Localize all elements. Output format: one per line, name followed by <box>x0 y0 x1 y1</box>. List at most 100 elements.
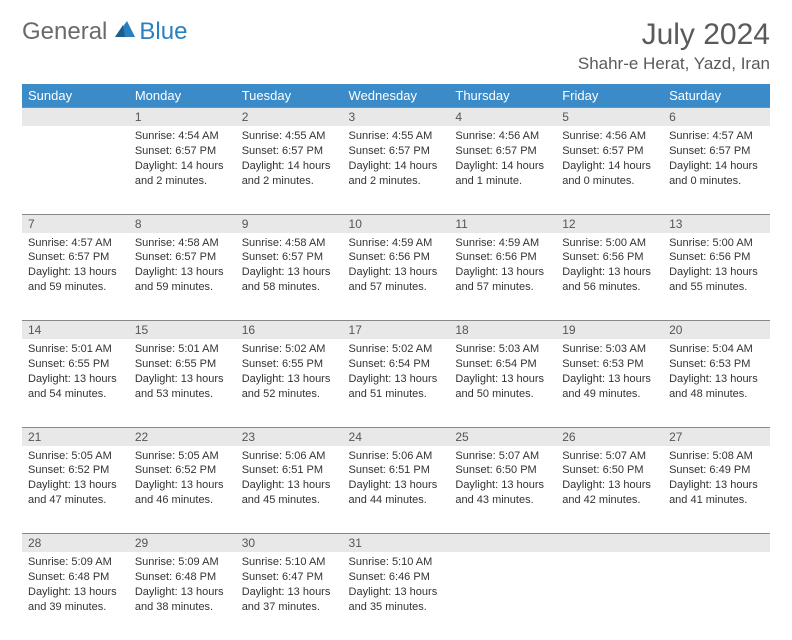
day-content-cell: Sunrise: 4:56 AMSunset: 6:57 PMDaylight:… <box>449 126 556 214</box>
day-number-cell: 25 <box>449 427 556 446</box>
day-content-cell: Sunrise: 5:05 AMSunset: 6:52 PMDaylight:… <box>22 446 129 534</box>
daylight-line: Daylight: 13 hours and 56 minutes. <box>562 265 657 295</box>
sunrise-line: Sunrise: 5:02 AM <box>242 342 337 357</box>
day-number-cell: 17 <box>343 321 450 340</box>
daynum-row: 78910111213 <box>22 214 770 233</box>
day-content-cell: Sunrise: 5:03 AMSunset: 6:54 PMDaylight:… <box>449 339 556 427</box>
daylight-line: Daylight: 13 hours and 43 minutes. <box>455 478 550 508</box>
day-content-cell <box>449 552 556 640</box>
weekday-header: Monday <box>129 84 236 108</box>
day-content-cell: Sunrise: 4:54 AMSunset: 6:57 PMDaylight:… <box>129 126 236 214</box>
weekday-header: Thursday <box>449 84 556 108</box>
sunrise-line: Sunrise: 5:05 AM <box>28 449 123 464</box>
day-number-cell: 16 <box>236 321 343 340</box>
day-content-cell: Sunrise: 5:10 AMSunset: 6:47 PMDaylight:… <box>236 552 343 640</box>
daylight-line: Daylight: 13 hours and 54 minutes. <box>28 372 123 402</box>
sunrise-line: Sunrise: 5:00 AM <box>562 236 657 251</box>
day-content-cell: Sunrise: 4:56 AMSunset: 6:57 PMDaylight:… <box>556 126 663 214</box>
sunrise-line: Sunrise: 4:57 AM <box>28 236 123 251</box>
day-number-cell <box>556 534 663 553</box>
sunset-line: Sunset: 6:56 PM <box>669 250 764 265</box>
day-number-cell: 18 <box>449 321 556 340</box>
sunrise-line: Sunrise: 4:59 AM <box>455 236 550 251</box>
daylight-line: Daylight: 14 hours and 2 minutes. <box>135 159 230 189</box>
content-row: Sunrise: 5:01 AMSunset: 6:55 PMDaylight:… <box>22 339 770 427</box>
day-number-cell: 5 <box>556 108 663 127</box>
sunset-line: Sunset: 6:57 PM <box>242 144 337 159</box>
day-number-cell <box>663 534 770 553</box>
day-content-cell: Sunrise: 4:55 AMSunset: 6:57 PMDaylight:… <box>343 126 450 214</box>
day-content-cell: Sunrise: 5:06 AMSunset: 6:51 PMDaylight:… <box>236 446 343 534</box>
sunset-line: Sunset: 6:49 PM <box>669 463 764 478</box>
sunset-line: Sunset: 6:53 PM <box>562 357 657 372</box>
brand-part1: General <box>22 18 107 46</box>
sunrise-line: Sunrise: 5:01 AM <box>28 342 123 357</box>
day-number-cell: 12 <box>556 214 663 233</box>
daylight-line: Daylight: 13 hours and 55 minutes. <box>669 265 764 295</box>
day-number-cell: 20 <box>663 321 770 340</box>
daylight-line: Daylight: 14 hours and 0 minutes. <box>669 159 764 189</box>
day-number-cell: 19 <box>556 321 663 340</box>
day-number-cell: 28 <box>22 534 129 553</box>
day-content-cell: Sunrise: 5:00 AMSunset: 6:56 PMDaylight:… <box>556 233 663 321</box>
day-number-cell: 23 <box>236 427 343 446</box>
sunset-line: Sunset: 6:55 PM <box>28 357 123 372</box>
day-number-cell: 21 <box>22 427 129 446</box>
day-number-cell: 1 <box>129 108 236 127</box>
sunrise-line: Sunrise: 5:06 AM <box>242 449 337 464</box>
daylight-line: Daylight: 14 hours and 2 minutes. <box>349 159 444 189</box>
daylight-line: Daylight: 13 hours and 50 minutes. <box>455 372 550 402</box>
daylight-line: Daylight: 13 hours and 37 minutes. <box>242 585 337 615</box>
sunrise-line: Sunrise: 4:55 AM <box>242 129 337 144</box>
day-number-cell: 6 <box>663 108 770 127</box>
day-content-cell: Sunrise: 5:09 AMSunset: 6:48 PMDaylight:… <box>22 552 129 640</box>
sunrise-line: Sunrise: 4:57 AM <box>669 129 764 144</box>
day-number-cell: 30 <box>236 534 343 553</box>
sunrise-line: Sunrise: 5:10 AM <box>242 555 337 570</box>
daylight-line: Daylight: 13 hours and 47 minutes. <box>28 478 123 508</box>
day-content-cell: Sunrise: 5:07 AMSunset: 6:50 PMDaylight:… <box>556 446 663 534</box>
sunrise-line: Sunrise: 5:09 AM <box>28 555 123 570</box>
day-content-cell: Sunrise: 5:01 AMSunset: 6:55 PMDaylight:… <box>22 339 129 427</box>
sunrise-line: Sunrise: 5:08 AM <box>669 449 764 464</box>
day-number-cell: 3 <box>343 108 450 127</box>
sunrise-line: Sunrise: 5:03 AM <box>455 342 550 357</box>
sunset-line: Sunset: 6:54 PM <box>349 357 444 372</box>
sunrise-line: Sunrise: 5:07 AM <box>562 449 657 464</box>
sunrise-line: Sunrise: 5:04 AM <box>669 342 764 357</box>
sunset-line: Sunset: 6:57 PM <box>669 144 764 159</box>
weekday-header: Wednesday <box>343 84 450 108</box>
sunrise-line: Sunrise: 5:09 AM <box>135 555 230 570</box>
day-content-cell: Sunrise: 4:57 AMSunset: 6:57 PMDaylight:… <box>22 233 129 321</box>
day-content-cell: Sunrise: 5:05 AMSunset: 6:52 PMDaylight:… <box>129 446 236 534</box>
day-number-cell: 31 <box>343 534 450 553</box>
content-row: Sunrise: 4:54 AMSunset: 6:57 PMDaylight:… <box>22 126 770 214</box>
sunrise-line: Sunrise: 5:05 AM <box>135 449 230 464</box>
daylight-line: Daylight: 13 hours and 57 minutes. <box>349 265 444 295</box>
sunrise-line: Sunrise: 5:02 AM <box>349 342 444 357</box>
daylight-line: Daylight: 13 hours and 53 minutes. <box>135 372 230 402</box>
daylight-line: Daylight: 13 hours and 35 minutes. <box>349 585 444 615</box>
sunset-line: Sunset: 6:51 PM <box>242 463 337 478</box>
weekday-header: Saturday <box>663 84 770 108</box>
sunset-line: Sunset: 6:57 PM <box>562 144 657 159</box>
sunset-line: Sunset: 6:52 PM <box>28 463 123 478</box>
header: General Blue July 2024 Shahr-e Herat, Ya… <box>22 18 770 74</box>
daylight-line: Daylight: 13 hours and 59 minutes. <box>28 265 123 295</box>
brand-part2: Blue <box>139 18 187 46</box>
sunrise-line: Sunrise: 5:07 AM <box>455 449 550 464</box>
sunset-line: Sunset: 6:57 PM <box>455 144 550 159</box>
sunrise-line: Sunrise: 4:54 AM <box>135 129 230 144</box>
weekday-header-row: SundayMondayTuesdayWednesdayThursdayFrid… <box>22 84 770 108</box>
sunrise-line: Sunrise: 4:58 AM <box>135 236 230 251</box>
sunset-line: Sunset: 6:56 PM <box>455 250 550 265</box>
sunrise-line: Sunrise: 4:56 AM <box>455 129 550 144</box>
day-number-cell: 2 <box>236 108 343 127</box>
sunset-line: Sunset: 6:50 PM <box>562 463 657 478</box>
sunrise-line: Sunrise: 5:00 AM <box>669 236 764 251</box>
sunset-line: Sunset: 6:57 PM <box>135 250 230 265</box>
sunset-line: Sunset: 6:55 PM <box>135 357 230 372</box>
day-content-cell: Sunrise: 5:02 AMSunset: 6:54 PMDaylight:… <box>343 339 450 427</box>
day-number-cell: 10 <box>343 214 450 233</box>
day-number-cell: 14 <box>22 321 129 340</box>
